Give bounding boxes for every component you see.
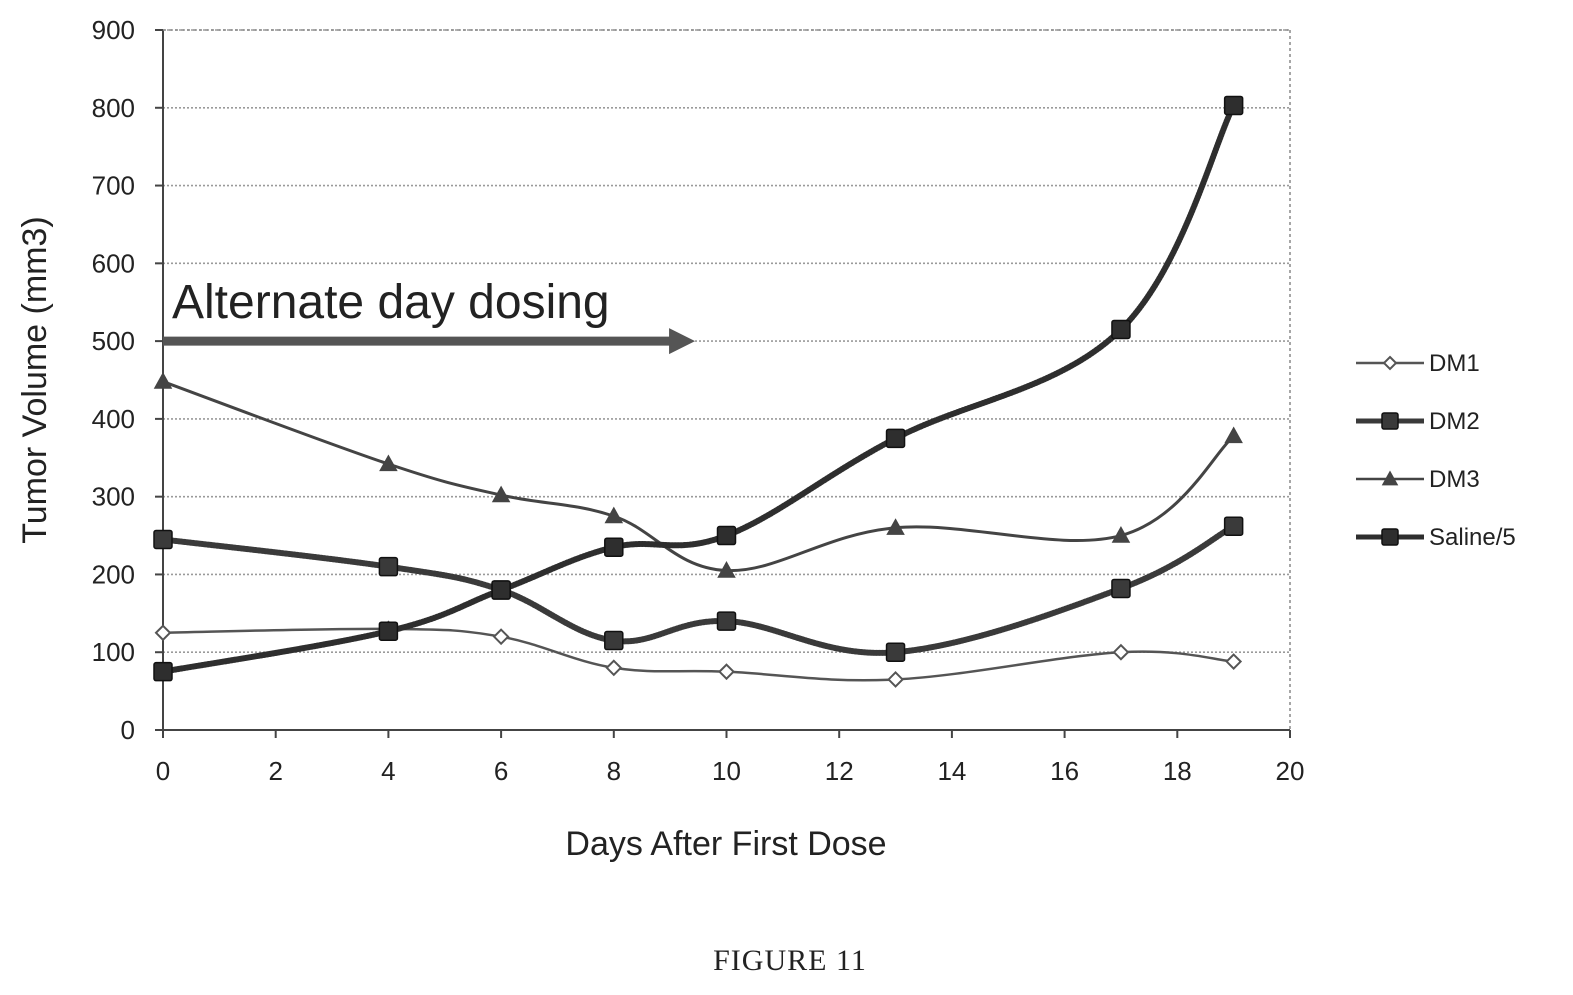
data-point — [716, 525, 737, 546]
y-tick-label: 700 — [92, 171, 135, 201]
data-point — [492, 628, 510, 646]
data-point — [717, 561, 736, 578]
series-line — [160, 102, 1237, 675]
y-tick-label: 0 — [121, 715, 135, 745]
legend: DM1 DM2 DM3 Saline/5 — [1356, 350, 1516, 551]
figure-caption: FIGURE 11 — [713, 944, 867, 977]
x-axis-title: Days After First Dose — [565, 825, 886, 863]
data-point — [604, 537, 624, 557]
data-point — [491, 485, 511, 503]
series-dm2 — [153, 516, 1244, 662]
legend-swatch-marker — [1381, 470, 1399, 486]
y-tick-label: 300 — [92, 482, 135, 512]
data-point — [887, 671, 904, 688]
x-tick-label: 16 — [1050, 756, 1079, 786]
data-point — [886, 518, 905, 535]
y-tick-label: 500 — [92, 326, 135, 356]
y-tick-label: 200 — [92, 559, 135, 589]
dosing-annotation: Alternate day dosing — [163, 276, 696, 355]
data-point — [1111, 319, 1131, 340]
data-point — [1223, 95, 1244, 116]
y-tick-labels: 0 100 200 300 400 500 600 700 800 900 — [92, 15, 135, 745]
x-tick-label: 20 — [1276, 756, 1305, 786]
annotation-arrow-head — [669, 328, 696, 355]
series-saline-5 — [153, 95, 1244, 682]
data-point — [1111, 578, 1131, 599]
data-point — [1112, 643, 1130, 661]
data-point — [153, 529, 173, 550]
y-tick-label: 100 — [92, 637, 135, 667]
y-tick-label: 900 — [92, 15, 135, 45]
data-point — [718, 663, 735, 681]
x-tick-label: 0 — [156, 756, 170, 786]
data-point — [716, 611, 737, 631]
data-point — [379, 454, 398, 472]
legend-item: DM2 — [1356, 408, 1480, 435]
x-tick-label: 2 — [268, 756, 282, 786]
data-point — [1223, 516, 1244, 536]
data-point — [1111, 526, 1131, 543]
data-point — [885, 642, 906, 662]
data-point — [604, 630, 624, 651]
data-point — [491, 580, 511, 600]
y-tick-label: 800 — [92, 93, 135, 123]
data-point — [153, 661, 173, 682]
data-point — [604, 506, 624, 524]
series-line — [161, 627, 1235, 682]
x-tick-label: 8 — [607, 756, 621, 786]
legend-label: DM3 — [1429, 466, 1480, 493]
data-point — [1224, 426, 1243, 444]
series-dm1 — [154, 620, 1243, 688]
data-point — [154, 624, 172, 642]
x-tick-label: 18 — [1163, 756, 1192, 786]
legend-swatch-marker — [1381, 412, 1399, 430]
y-tick-label: 600 — [92, 248, 135, 278]
data-point — [378, 621, 399, 641]
x-tick-label: 4 — [381, 756, 395, 786]
series-dm3 — [153, 372, 1243, 578]
x-tick-label: 6 — [494, 756, 508, 786]
y-axis-title: Tumor Volume (mm3) — [16, 216, 54, 543]
legend-item: Saline/5 — [1356, 524, 1516, 551]
y-gridlines — [155, 29, 1291, 738]
data-point — [605, 659, 623, 677]
data-point — [885, 428, 906, 449]
data-point — [378, 556, 399, 577]
annotation-text: Alternate day dosing — [172, 276, 610, 329]
legend-item: DM3 — [1356, 466, 1480, 493]
legend-label: DM2 — [1429, 408, 1480, 435]
legend-swatch-marker — [1382, 355, 1398, 371]
y-tick-label: 400 — [92, 404, 135, 434]
data-point — [153, 372, 173, 389]
x-tick-labels: 0 2 4 6 8 10 12 14 16 18 20 — [156, 756, 1305, 786]
x-tick-label: 12 — [825, 756, 854, 786]
annotation-arrow — [163, 328, 696, 355]
legend-item: DM1 — [1356, 350, 1480, 377]
x-tick-label: 10 — [712, 756, 741, 786]
x-tick-label: 14 — [937, 756, 966, 786]
legend-label: Saline/5 — [1429, 524, 1516, 551]
legend-swatch-marker — [1381, 528, 1399, 546]
series-layer — [153, 95, 1244, 688]
legend-label: DM1 — [1429, 350, 1480, 377]
data-point — [1225, 653, 1243, 670]
